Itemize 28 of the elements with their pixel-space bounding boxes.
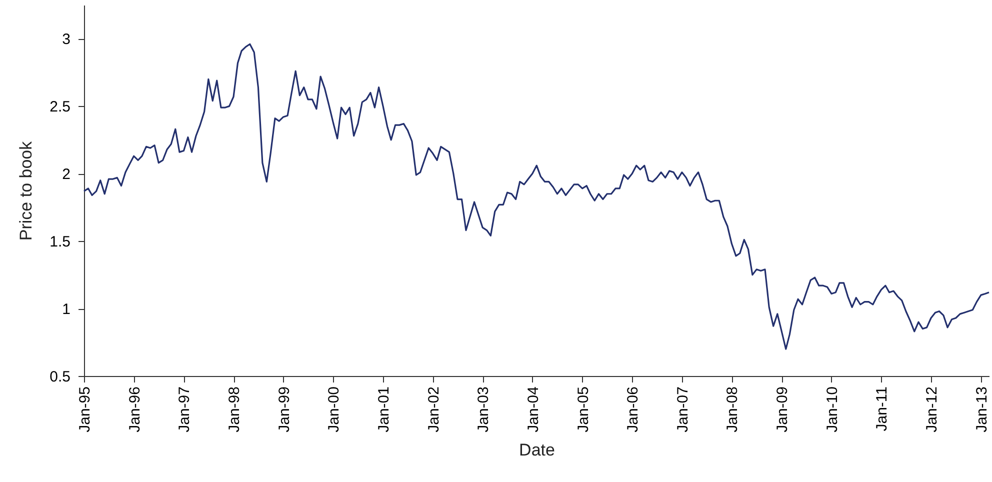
- y-tick-label: 1.5: [50, 234, 70, 251]
- x-tick-label: Jan-03: [475, 386, 492, 432]
- x-tick-label: Jan-05: [574, 386, 592, 432]
- y-tick-label: 1: [62, 301, 70, 318]
- x-tick-label: Jan-12: [924, 386, 941, 432]
- x-tick-label: Jan-96: [126, 386, 144, 432]
- y-tick-label: 3: [62, 31, 70, 48]
- x-tick-label: Jan-07: [674, 386, 692, 432]
- x-tick-label: Jan-06: [624, 386, 642, 432]
- x-tick-label: Jan-98: [226, 386, 244, 432]
- y-tick-label: 2.5: [50, 98, 70, 116]
- x-tick-label: Jan-10: [824, 386, 841, 432]
- x-tick-label: Jan-95: [76, 386, 94, 432]
- x-tick-label: Jan-09: [774, 386, 792, 432]
- x-tick-label: Jan-13: [973, 386, 990, 432]
- y-tick-label: 0.5: [50, 368, 70, 386]
- x-tick-label: Jan-04: [524, 386, 542, 432]
- x-tick-label: Jan-01: [376, 386, 393, 432]
- y-tick-label: 2: [62, 166, 70, 184]
- y-axis-title: Price to book: [16, 140, 36, 241]
- x-axis-title: Date: [519, 440, 555, 460]
- x-tick-label: Jan-99: [276, 386, 293, 432]
- x-tick-label: Jan-08: [724, 386, 742, 432]
- line-series: [83, 43, 990, 350]
- x-tick-label: Jan-11: [874, 386, 891, 432]
- x-tick-label: Jan-97: [176, 386, 194, 432]
- x-tick-label: Jan-00: [326, 386, 343, 432]
- x-tick-label: Jan-02: [425, 386, 442, 432]
